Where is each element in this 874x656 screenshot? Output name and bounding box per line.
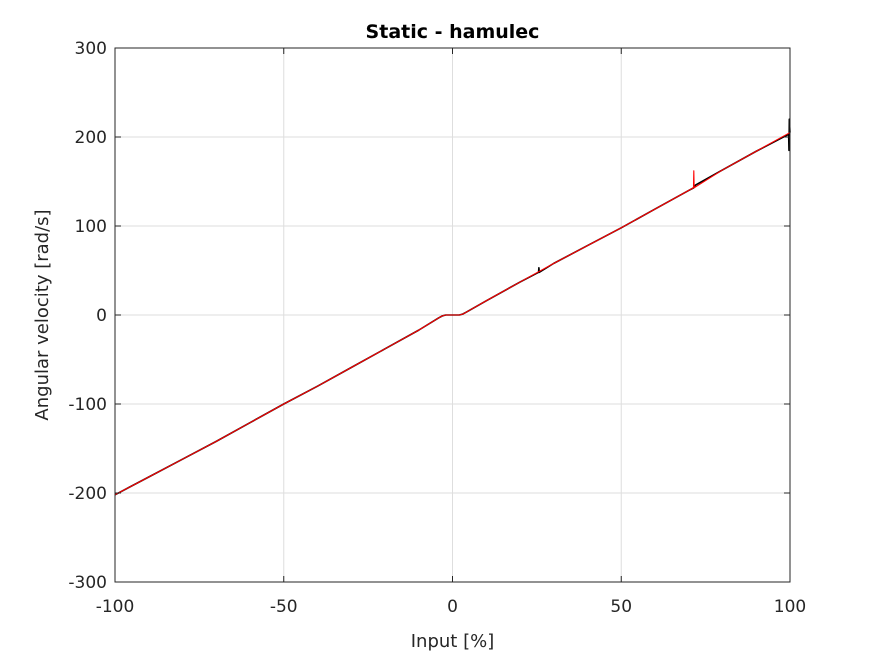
series-line-red [114, 132, 791, 496]
y-tick-label: 0 [96, 306, 107, 326]
y-tick-label: -300 [68, 573, 107, 593]
x-tick-label: -50 [270, 597, 298, 617]
x-tick-label: -100 [96, 597, 135, 617]
y-tick-label: -200 [68, 484, 107, 504]
y-tick-label: 200 [75, 128, 107, 148]
x-tick-label: 0 [447, 597, 458, 617]
series-group [114, 118, 791, 496]
y-tick-label: -100 [68, 395, 107, 415]
y-tick-label: 100 [75, 217, 107, 237]
y-axis-label: Angular velocity [rad/s] [32, 209, 53, 420]
x-axis-label: Input [%] [411, 631, 494, 652]
ticks: -100 -50 0 50 100 -300 -200 -100 0 100 200 300 [68, 39, 806, 617]
x-tick-label: 50 [610, 597, 632, 617]
chart-title: Static - hamulec [366, 21, 540, 43]
y-tick-label: 300 [75, 39, 107, 59]
x-tick-label: 100 [774, 597, 806, 617]
